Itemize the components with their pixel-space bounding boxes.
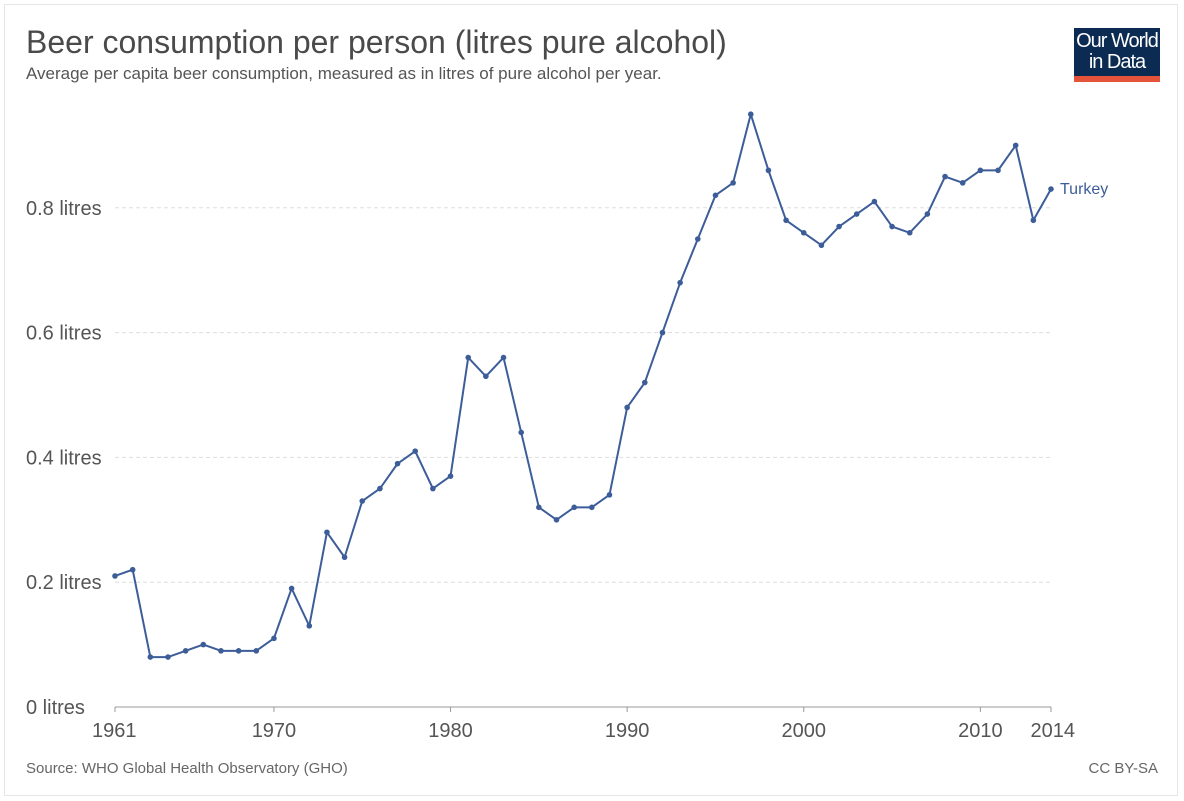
data-point[interactable]	[412, 448, 419, 454]
grid-layer	[115, 207, 1051, 583]
data-point[interactable]	[783, 217, 789, 224]
data-point[interactable]	[659, 329, 666, 336]
series-label[interactable]: Turkey	[1060, 181, 1108, 198]
series-line[interactable]	[114, 113, 1052, 659]
y-tick-label: 0 litres	[26, 697, 85, 719]
y-tick-label: 0.8 litres	[26, 198, 102, 220]
chart-title: Beer consumption per person (litres pure…	[26, 24, 727, 60]
data-point[interactable]	[218, 648, 224, 654]
data-point[interactable]	[995, 167, 1001, 174]
chart-frame	[4, 4, 1178, 796]
license-link[interactable]: CC BY-SA	[1088, 760, 1158, 777]
data-point[interactable]	[606, 492, 613, 498]
data-point[interactable]	[359, 498, 366, 504]
data-point[interactable]	[571, 504, 577, 511]
x-tick-label: 1990	[605, 720, 650, 742]
data-point[interactable]	[306, 623, 313, 629]
data-point[interactable]	[694, 236, 701, 242]
data-point[interactable]	[889, 223, 895, 230]
data-point[interactable]	[765, 167, 772, 174]
data-point[interactable]	[500, 354, 507, 361]
series-layer: Turkey	[112, 111, 1108, 660]
data-point[interactable]	[147, 654, 154, 660]
x-tick-label: 1980	[428, 720, 473, 742]
y-tick-label: 0.4 litres	[26, 447, 102, 469]
data-point[interactable]	[977, 167, 984, 174]
data-point[interactable]	[836, 223, 842, 230]
data-point[interactable]	[394, 460, 401, 467]
data-point[interactable]	[906, 229, 913, 236]
data-point[interactable]	[341, 554, 348, 561]
data-point[interactable]	[1030, 217, 1037, 224]
data-point[interactable]	[200, 641, 207, 648]
data-point[interactable]	[129, 566, 136, 573]
data-point[interactable]	[712, 192, 719, 199]
data-point[interactable]	[730, 180, 736, 186]
data-point[interactable]	[112, 573, 118, 579]
data-point[interactable]	[253, 648, 260, 654]
logo-line-1: Our World	[1076, 30, 1159, 52]
data-point[interactable]	[430, 485, 436, 492]
data-point[interactable]	[1012, 142, 1019, 149]
data-point[interactable]	[235, 648, 242, 654]
owid-logo[interactable]: Our World in Data	[1074, 28, 1160, 82]
data-point[interactable]	[1048, 186, 1054, 192]
data-point[interactable]	[818, 242, 825, 249]
data-point[interactable]	[271, 635, 277, 642]
data-point[interactable]	[924, 211, 931, 217]
data-point[interactable]	[518, 429, 524, 436]
data-point[interactable]	[959, 180, 966, 186]
y-tick-label: 0.6 litres	[26, 323, 102, 345]
data-point[interactable]	[624, 404, 630, 411]
logo-line-2: in Data	[1088, 51, 1146, 73]
data-point[interactable]	[536, 504, 542, 511]
y-tick-label: 0.2 litres	[26, 572, 102, 594]
data-point[interactable]	[465, 354, 472, 361]
x-tick-label: 1970	[252, 720, 297, 742]
data-point[interactable]	[165, 654, 171, 660]
data-point[interactable]	[377, 485, 383, 492]
x-tick-label: 2014	[1031, 720, 1076, 742]
data-point[interactable]	[447, 473, 454, 479]
data-point[interactable]	[553, 517, 560, 523]
data-point[interactable]	[642, 379, 648, 386]
data-point[interactable]	[677, 279, 683, 286]
data-point[interactable]	[871, 198, 878, 205]
data-point[interactable]	[182, 648, 189, 654]
x-tick-label: 2000	[782, 720, 827, 742]
data-point[interactable]	[483, 373, 489, 380]
data-point[interactable]	[324, 529, 330, 536]
data-point[interactable]	[853, 211, 860, 217]
data-point[interactable]	[800, 229, 807, 236]
x-tick-label: 2010	[958, 720, 1003, 742]
source-note[interactable]: Source: WHO Global Health Observatory (G…	[26, 760, 348, 777]
x-tick-label: 1961	[92, 720, 137, 742]
data-point[interactable]	[288, 585, 295, 592]
data-point[interactable]	[589, 504, 595, 511]
axis-layer: 0 litres 0.2 litres 0.4 litres 0.6 litres 0.…	[26, 198, 1075, 742]
chart-subtitle: Average per capita beer consumption, mea…	[26, 64, 662, 83]
data-point[interactable]	[747, 111, 754, 117]
data-point[interactable]	[942, 173, 948, 180]
